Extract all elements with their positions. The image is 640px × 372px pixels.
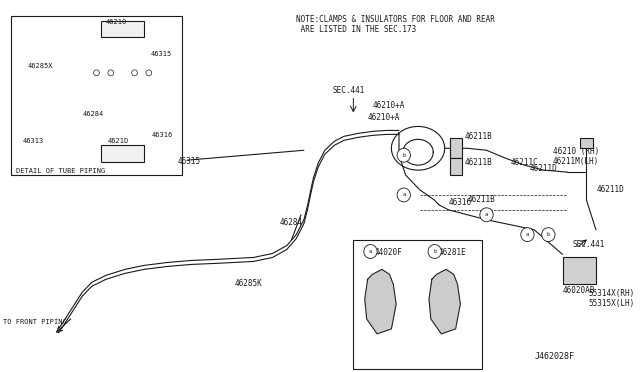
Text: 46211B: 46211B bbox=[465, 158, 492, 167]
Circle shape bbox=[521, 228, 534, 241]
Text: b: b bbox=[433, 249, 436, 254]
Polygon shape bbox=[429, 269, 460, 334]
Text: 46210+A: 46210+A bbox=[372, 101, 404, 110]
Text: b: b bbox=[402, 153, 405, 158]
Circle shape bbox=[397, 148, 410, 162]
Text: 46210: 46210 bbox=[106, 19, 127, 25]
Circle shape bbox=[146, 70, 152, 76]
Bar bbox=[101, 145, 144, 162]
Bar bbox=[451, 158, 462, 175]
Text: 46316: 46316 bbox=[449, 198, 472, 207]
Text: 46284: 46284 bbox=[279, 218, 302, 227]
Text: a: a bbox=[369, 249, 372, 254]
Bar bbox=[580, 138, 593, 148]
Text: 46211D: 46211D bbox=[597, 185, 625, 194]
Text: 46211M(LH): 46211M(LH) bbox=[553, 157, 600, 166]
Text: 46316: 46316 bbox=[152, 132, 173, 138]
Text: SEC.441: SEC.441 bbox=[332, 86, 365, 95]
Bar bbox=[563, 257, 596, 284]
Text: 44020F: 44020F bbox=[374, 247, 402, 257]
Text: DETAIL OF TUBE PIPING: DETAIL OF TUBE PIPING bbox=[15, 168, 105, 174]
Text: 55314X(RH): 55314X(RH) bbox=[588, 289, 634, 298]
Text: 46210+A: 46210+A bbox=[367, 113, 400, 122]
Text: SEC.441: SEC.441 bbox=[572, 240, 605, 248]
Text: 46211B: 46211B bbox=[467, 195, 495, 204]
Text: TO FRONT PIPING: TO FRONT PIPING bbox=[3, 319, 67, 325]
Text: a: a bbox=[485, 212, 488, 217]
Text: b: b bbox=[547, 232, 550, 237]
Circle shape bbox=[480, 208, 493, 222]
Circle shape bbox=[108, 70, 114, 76]
Text: a: a bbox=[526, 232, 529, 237]
Text: 46284: 46284 bbox=[83, 110, 104, 116]
Text: ARE LISTED IN THE SEC.173: ARE LISTED IN THE SEC.173 bbox=[296, 25, 417, 34]
Text: NOTE:CLAMPS & INSULATORS FOR FLOOR AND REAR: NOTE:CLAMPS & INSULATORS FOR FLOOR AND R… bbox=[296, 15, 495, 24]
Text: 46211C: 46211C bbox=[510, 158, 538, 167]
Bar bbox=[451, 138, 462, 158]
Text: 46285X: 46285X bbox=[28, 63, 54, 69]
Polygon shape bbox=[365, 269, 396, 334]
Text: a: a bbox=[402, 192, 405, 198]
Text: 46210 (RH): 46210 (RH) bbox=[553, 147, 600, 156]
Circle shape bbox=[364, 244, 377, 259]
Text: 46211B: 46211B bbox=[465, 132, 492, 141]
Text: 55315X(LH): 55315X(LH) bbox=[588, 299, 634, 308]
Text: 46020AB: 46020AB bbox=[563, 286, 595, 295]
Text: 46211D: 46211D bbox=[529, 164, 557, 173]
Text: 4621D: 4621D bbox=[108, 138, 129, 144]
Circle shape bbox=[93, 70, 99, 76]
Text: J462028F: J462028F bbox=[534, 352, 574, 361]
Circle shape bbox=[397, 188, 410, 202]
Text: 46313: 46313 bbox=[22, 138, 44, 144]
Circle shape bbox=[132, 70, 138, 76]
Circle shape bbox=[428, 244, 442, 259]
Text: 46315: 46315 bbox=[177, 157, 200, 166]
Text: 46281E: 46281E bbox=[438, 247, 466, 257]
Bar bbox=[353, 240, 482, 369]
Text: 46315: 46315 bbox=[151, 51, 172, 57]
Circle shape bbox=[541, 228, 555, 241]
Bar bbox=[101, 21, 144, 37]
Bar bbox=[11, 16, 182, 175]
Text: 46285K: 46285K bbox=[234, 279, 262, 288]
